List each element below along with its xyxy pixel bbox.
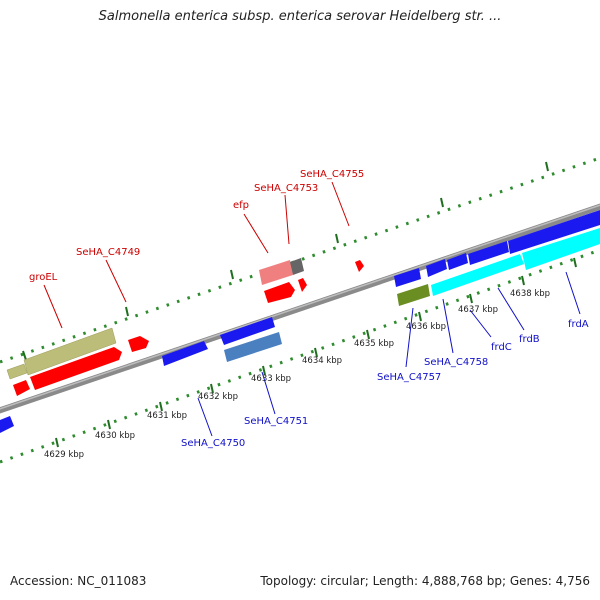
gene-label: SeHA_C4755 [300, 169, 364, 180]
gene-groES [30, 347, 122, 390]
gene-SeHA_C4751 [224, 332, 282, 362]
gene-label: efp [233, 200, 249, 211]
major-tick [230, 269, 234, 280]
gene-blue-left-edge [0, 416, 14, 433]
gene-label: frdB [519, 334, 540, 345]
major-tick [469, 293, 473, 304]
gene-label: frdA [568, 319, 589, 330]
map-title: Salmonella enterica subsp. enterica sero… [98, 9, 502, 24]
inner-dotted-track [0, 248, 600, 464]
gene-efp [259, 260, 293, 285]
tick-label: 4638 kbp [510, 289, 550, 299]
leader-SeHA_C4753 [284, 194, 290, 245]
tick-label: 4630 kbp [95, 431, 135, 441]
gene-label: SeHA_C4751 [244, 416, 308, 427]
major-tick [366, 329, 370, 340]
gene-label: frdC [491, 342, 512, 353]
major-tick [22, 350, 27, 361]
gene-SeHA_C4755 [355, 260, 364, 272]
major-tick [418, 311, 422, 322]
gene-label: SeHA_C4750 [181, 438, 245, 449]
leader-groEL [43, 284, 63, 329]
gene-SeHA_C4750 [162, 341, 208, 366]
gene-SeHA_C4749 [128, 336, 149, 352]
gene-groEL [23, 327, 117, 376]
leader-SeHA_C4758 [442, 298, 454, 354]
gene-small-olive [6, 363, 28, 380]
leader-SeHA_C4750 [197, 397, 213, 437]
gene-SeHA_C4757 [397, 284, 430, 306]
gene-cyan-frdB [431, 254, 524, 296]
inner-major-ticks [55, 257, 577, 448]
gene-red-efp-b [264, 282, 295, 303]
plus-leaders [43, 181, 350, 329]
minus-leaders [197, 271, 581, 437]
topology-text: Topology: circular; Length: 4,888,768 bp… [260, 574, 590, 588]
gene-SeHA_C4753 [290, 258, 304, 275]
major-tick [335, 233, 339, 244]
tick-label: 4633 kbp [251, 374, 291, 384]
major-tick [314, 347, 318, 358]
leader-frdC [469, 309, 492, 338]
major-tick [262, 365, 266, 376]
outer-dotted-track [0, 156, 600, 364]
gene-cyan-frdA [522, 228, 600, 270]
leader-SeHA_C4757 [405, 307, 414, 368]
leader-SeHA_C4749 [105, 259, 127, 303]
genome-backbone-highlight [0, 204, 600, 410]
gene-label: SeHA_C4753 [254, 183, 318, 194]
major-tick [573, 257, 577, 268]
gene-blue-4751a [220, 317, 275, 345]
accession-text: Accession: NC_011083 [10, 574, 147, 588]
major-tick [107, 419, 111, 430]
leader-frdB [497, 287, 525, 331]
major-tick [521, 275, 525, 286]
tick-label: 4632 kbp [198, 392, 238, 402]
tick-label: 4636 kbp [406, 322, 446, 332]
gene-label: SeHA_C4758 [424, 357, 488, 368]
leader-efp [243, 213, 269, 254]
major-tick [210, 383, 214, 394]
genome-backbone [0, 203, 600, 414]
leader-SeHA_C4751 [261, 371, 276, 415]
gene-blue-4758b [447, 253, 468, 270]
tick-label: 4637 kbp [458, 305, 498, 315]
gene-blue-4758a [426, 259, 447, 277]
gene-red-efp-c [298, 278, 307, 292]
gene-red-small-a [13, 380, 30, 396]
gene-blue-frdA [508, 210, 600, 254]
gene-blue-4757a [394, 268, 421, 287]
major-tick [55, 437, 59, 448]
tick-label: 4631 kbp [147, 411, 187, 421]
gene-label: groEL [29, 272, 58, 283]
leader-SeHA_C4755 [331, 181, 350, 227]
major-tick [125, 306, 129, 317]
outer-major-ticks [22, 161, 549, 361]
gene-label: SeHA_C4757 [377, 372, 441, 383]
major-tick [545, 161, 549, 172]
tick-label: 4635 kbp [354, 339, 394, 349]
tick-label: 4629 kbp [44, 450, 84, 460]
leader-frdA [565, 271, 581, 315]
major-tick [440, 197, 444, 208]
gene-blue-frdC [468, 241, 509, 265]
major-tick [159, 401, 163, 412]
tick-label: 4634 kbp [302, 356, 342, 366]
gene-label: SeHA_C4749 [76, 247, 140, 258]
